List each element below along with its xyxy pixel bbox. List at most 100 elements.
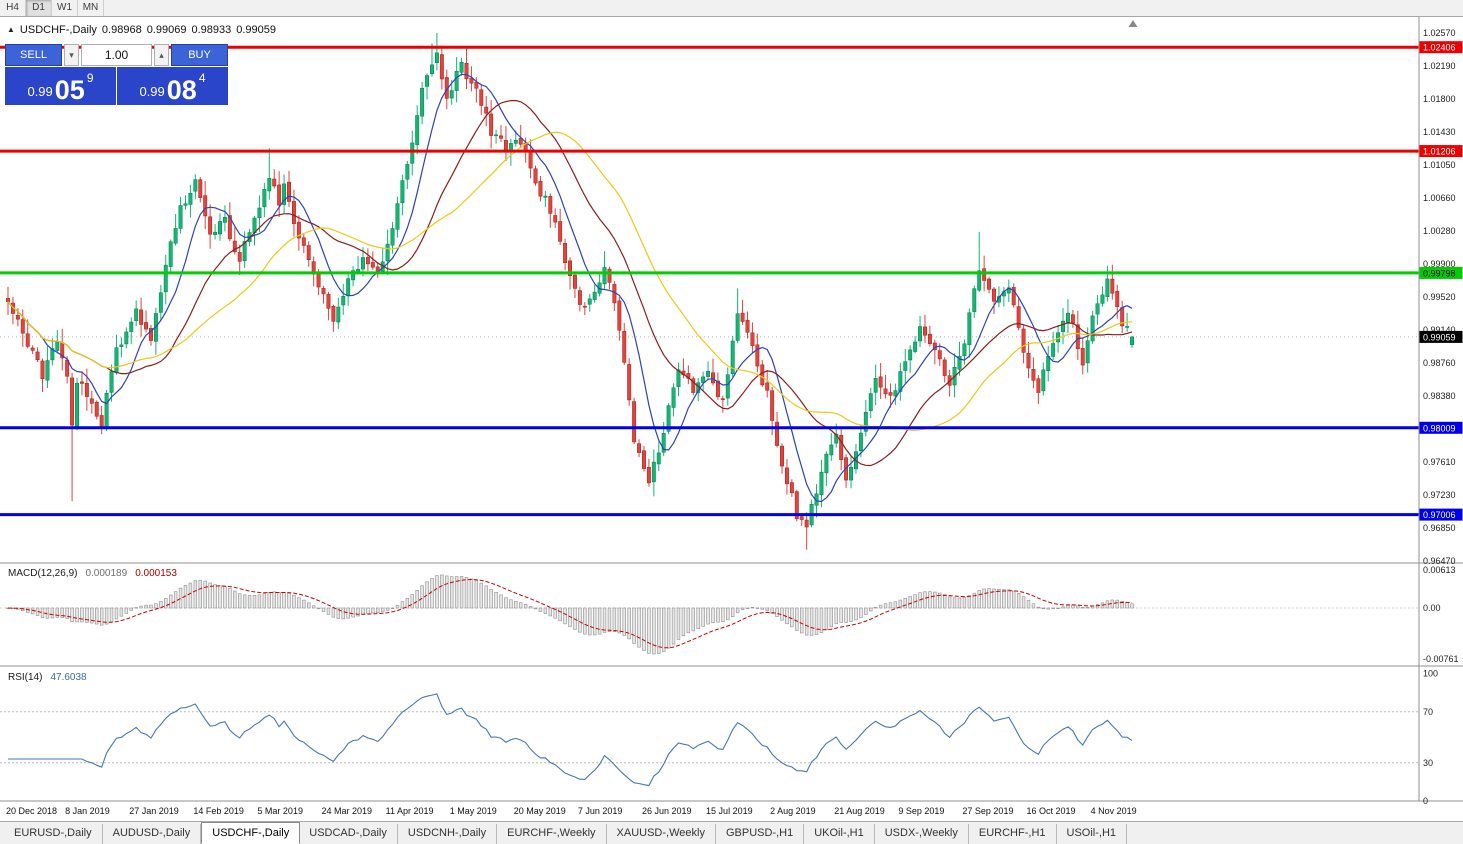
moving-average-34-line — [7, 131, 1133, 432]
rsi-line — [8, 693, 1133, 787]
macd-axis-labels: 0.00613 0.00 -0.00761 — [1423, 565, 1459, 664]
svg-text:0: 0 — [1423, 796, 1428, 806]
svg-text:9 Sep 2019: 9 Sep 2019 — [898, 806, 944, 816]
chart-title: ▲ USDCHF-,Daily 0.98968 0.99069 0.98933 … — [7, 24, 276, 36]
svg-text:1.00280: 1.00280 — [1423, 226, 1456, 236]
timeframe-button-h4[interactable]: H4 — [0, 0, 26, 16]
svg-text:1.02190: 1.02190 — [1423, 61, 1456, 71]
chart-symbol-label: USDCHF-,Daily — [19, 24, 97, 36]
svg-text:2 Aug 2019: 2 Aug 2019 — [770, 806, 816, 816]
ohlc-low: 0.98933 — [191, 24, 232, 36]
timeframe-toolbar: H4 D1 W1 MN — [0, 0, 1463, 17]
chart-tab-ukoil-h1[interactable]: UKOil-,H1 — [804, 824, 875, 844]
rsi-name: RSI(14) — [8, 672, 43, 683]
chart-tab-usoil-h1[interactable]: USOil-,H1 — [1057, 824, 1128, 844]
svg-text:0.98009: 0.98009 — [1423, 423, 1456, 433]
svg-text:0.99900: 0.99900 — [1423, 259, 1456, 269]
svg-text:21 Aug 2019: 21 Aug 2019 — [834, 806, 885, 816]
macd-name: MACD(12,26,9) — [8, 568, 78, 579]
svg-text:1.02406: 1.02406 — [1423, 43, 1456, 53]
svg-text:20 Dec 2018: 20 Dec 2018 — [6, 806, 57, 816]
timeframe-buttons: H4 D1 W1 MN — [0, 0, 104, 16]
timeframe-button-w1[interactable]: W1 — [52, 0, 78, 16]
chart-tab-eurchf-h1[interactable]: EURCHF-,H1 — [969, 824, 1057, 844]
svg-text:0.98760: 0.98760 — [1423, 358, 1456, 368]
chart-tab-eurchf-weekly[interactable]: EURCHF-,Weekly — [497, 824, 607, 844]
volume-decrease-button[interactable]: ▾ — [64, 44, 79, 66]
svg-text:1.01206: 1.01206 — [1423, 147, 1456, 157]
chart-tab-gbpusd-h1[interactable]: GBPUSD-,H1 — [716, 824, 805, 844]
svg-text:1.01430: 1.01430 — [1423, 127, 1456, 137]
sell-price-sup: 9 — [86, 71, 94, 85]
svg-text:70: 70 — [1423, 707, 1433, 717]
rsi-indicator-label: RSI(14) 47.6038 — [8, 672, 87, 683]
sell-price-big: 05 — [54, 75, 85, 106]
svg-text:0.97610: 0.97610 — [1423, 457, 1456, 467]
svg-text:0.98380: 0.98380 — [1423, 391, 1456, 401]
macd-indicator-label: MACD(12,26,9) 0.000189 0.000153 — [8, 568, 177, 579]
macd-signal-line — [7, 578, 1133, 649]
svg-text:0.99059: 0.99059 — [1423, 332, 1456, 342]
svg-text:5 Mar 2019: 5 Mar 2019 — [257, 806, 303, 816]
buy-price-display[interactable]: 0.99 08 4 — [117, 67, 228, 105]
buy-price-base: 0.99 — [139, 84, 165, 99]
level-price-tag-0.97006 — [1419, 508, 1463, 521]
svg-text:11 Apr 2019: 11 Apr 2019 — [386, 806, 434, 816]
chart-tab-usdx-weekly[interactable]: USDX-,Weekly — [875, 824, 969, 844]
chart-tab-eurusd-daily[interactable]: EURUSD-,Daily — [4, 824, 103, 844]
volume-input[interactable]: 1.00 — [81, 44, 152, 66]
chart-canvas[interactable]: 1.02570 1.02190 1.01800 1.01430 1.01050 1.006… — [0, 17, 1463, 821]
sell-button[interactable]: SELL — [5, 44, 62, 66]
svg-text:7 Jun 2019: 7 Jun 2019 — [578, 806, 623, 816]
macd-histogram — [6, 574, 1134, 655]
rsi-axis-labels: 100 70 30 0 — [1423, 669, 1438, 807]
svg-text:0.97230: 0.97230 — [1423, 490, 1456, 500]
svg-text:8 Jan 2019: 8 Jan 2019 — [65, 806, 110, 816]
svg-text:4 Nov 2019: 4 Nov 2019 — [1091, 806, 1137, 816]
chart-tab-xauusd-weekly[interactable]: XAUUSD-,Weekly — [607, 824, 716, 844]
buy-button[interactable]: BUY — [171, 44, 228, 66]
chart-window: 1.02570 1.02190 1.01800 1.01430 1.01050 1.006… — [0, 17, 1463, 821]
macd-signal-value: 0.000153 — [135, 568, 177, 579]
svg-text:24 Mar 2019: 24 Mar 2019 — [322, 806, 373, 816]
sell-price-display[interactable]: 0.99 05 9 — [5, 67, 116, 105]
svg-text:30: 30 — [1423, 758, 1433, 768]
svg-text:1.01800: 1.01800 — [1423, 94, 1456, 104]
svg-text:14 Feb 2019: 14 Feb 2019 — [193, 806, 244, 816]
svg-text:26 Jun 2019: 26 Jun 2019 — [642, 806, 692, 816]
svg-text:27 Jan 2019: 27 Jan 2019 — [129, 806, 179, 816]
macd-main-value: 0.000189 — [85, 568, 128, 579]
timeframe-button-mn[interactable]: MN — [78, 0, 104, 16]
chart-tab-usdcnh-daily[interactable]: USDCNH-,Daily — [398, 824, 498, 844]
svg-text:16 Oct 2019: 16 Oct 2019 — [1027, 806, 1076, 816]
svg-text:0.00613: 0.00613 — [1423, 565, 1456, 575]
ohlc-close: 0.99059 — [236, 24, 276, 36]
volume-increase-button[interactable]: ▴ — [154, 44, 169, 66]
chart-tab-audusd-daily[interactable]: AUDUSD-,Daily — [103, 824, 202, 844]
bid-price-tag — [1419, 330, 1463, 343]
timeframe-button-d1[interactable]: D1 — [26, 0, 52, 16]
ohlc-open: 0.98968 — [101, 24, 142, 36]
svg-text:15 Jul 2019: 15 Jul 2019 — [706, 806, 753, 816]
chart-tab-usdchf-daily[interactable]: USDCHF-,Daily — [201, 822, 301, 844]
level-price-tag-0.99798 — [1419, 266, 1463, 279]
svg-text:0.00: 0.00 — [1423, 603, 1441, 613]
level-price-tag-1.01206 — [1419, 145, 1463, 158]
buy-price-big: 08 — [166, 75, 197, 106]
svg-text:1.02570: 1.02570 — [1423, 28, 1456, 38]
svg-text:0.96850: 0.96850 — [1423, 523, 1456, 533]
moving-average-8-line — [7, 73, 1133, 503]
date-axis-labels: 20 Dec 2018 8 Jan 2019 27 Jan 2019 14 Feb 2… — [6, 806, 1137, 816]
one-click-trading-panel: SELL ▾ 1.00 ▴ BUY 0.99 05 9 0.99 08 4 — [5, 44, 228, 105]
chart-tab-usdcad-daily[interactable]: USDCAD-,Daily — [299, 824, 398, 844]
svg-text:27 Sep 2019: 27 Sep 2019 — [962, 806, 1013, 816]
rsi-value: 47.6038 — [50, 672, 87, 683]
svg-text:100: 100 — [1423, 669, 1438, 679]
chart-tab-bar: EURUSD-,Daily AUDUSD-,Daily USDCHF-,Daily U… — [0, 821, 1463, 844]
chart-shift-marker-icon — [1128, 20, 1138, 27]
svg-text:1 May 2019: 1 May 2019 — [450, 806, 497, 816]
collapse-panel-icon[interactable]: ▲ — [7, 25, 15, 34]
moving-average-21-line — [7, 99, 1133, 467]
svg-text:0.99520: 0.99520 — [1423, 292, 1456, 302]
